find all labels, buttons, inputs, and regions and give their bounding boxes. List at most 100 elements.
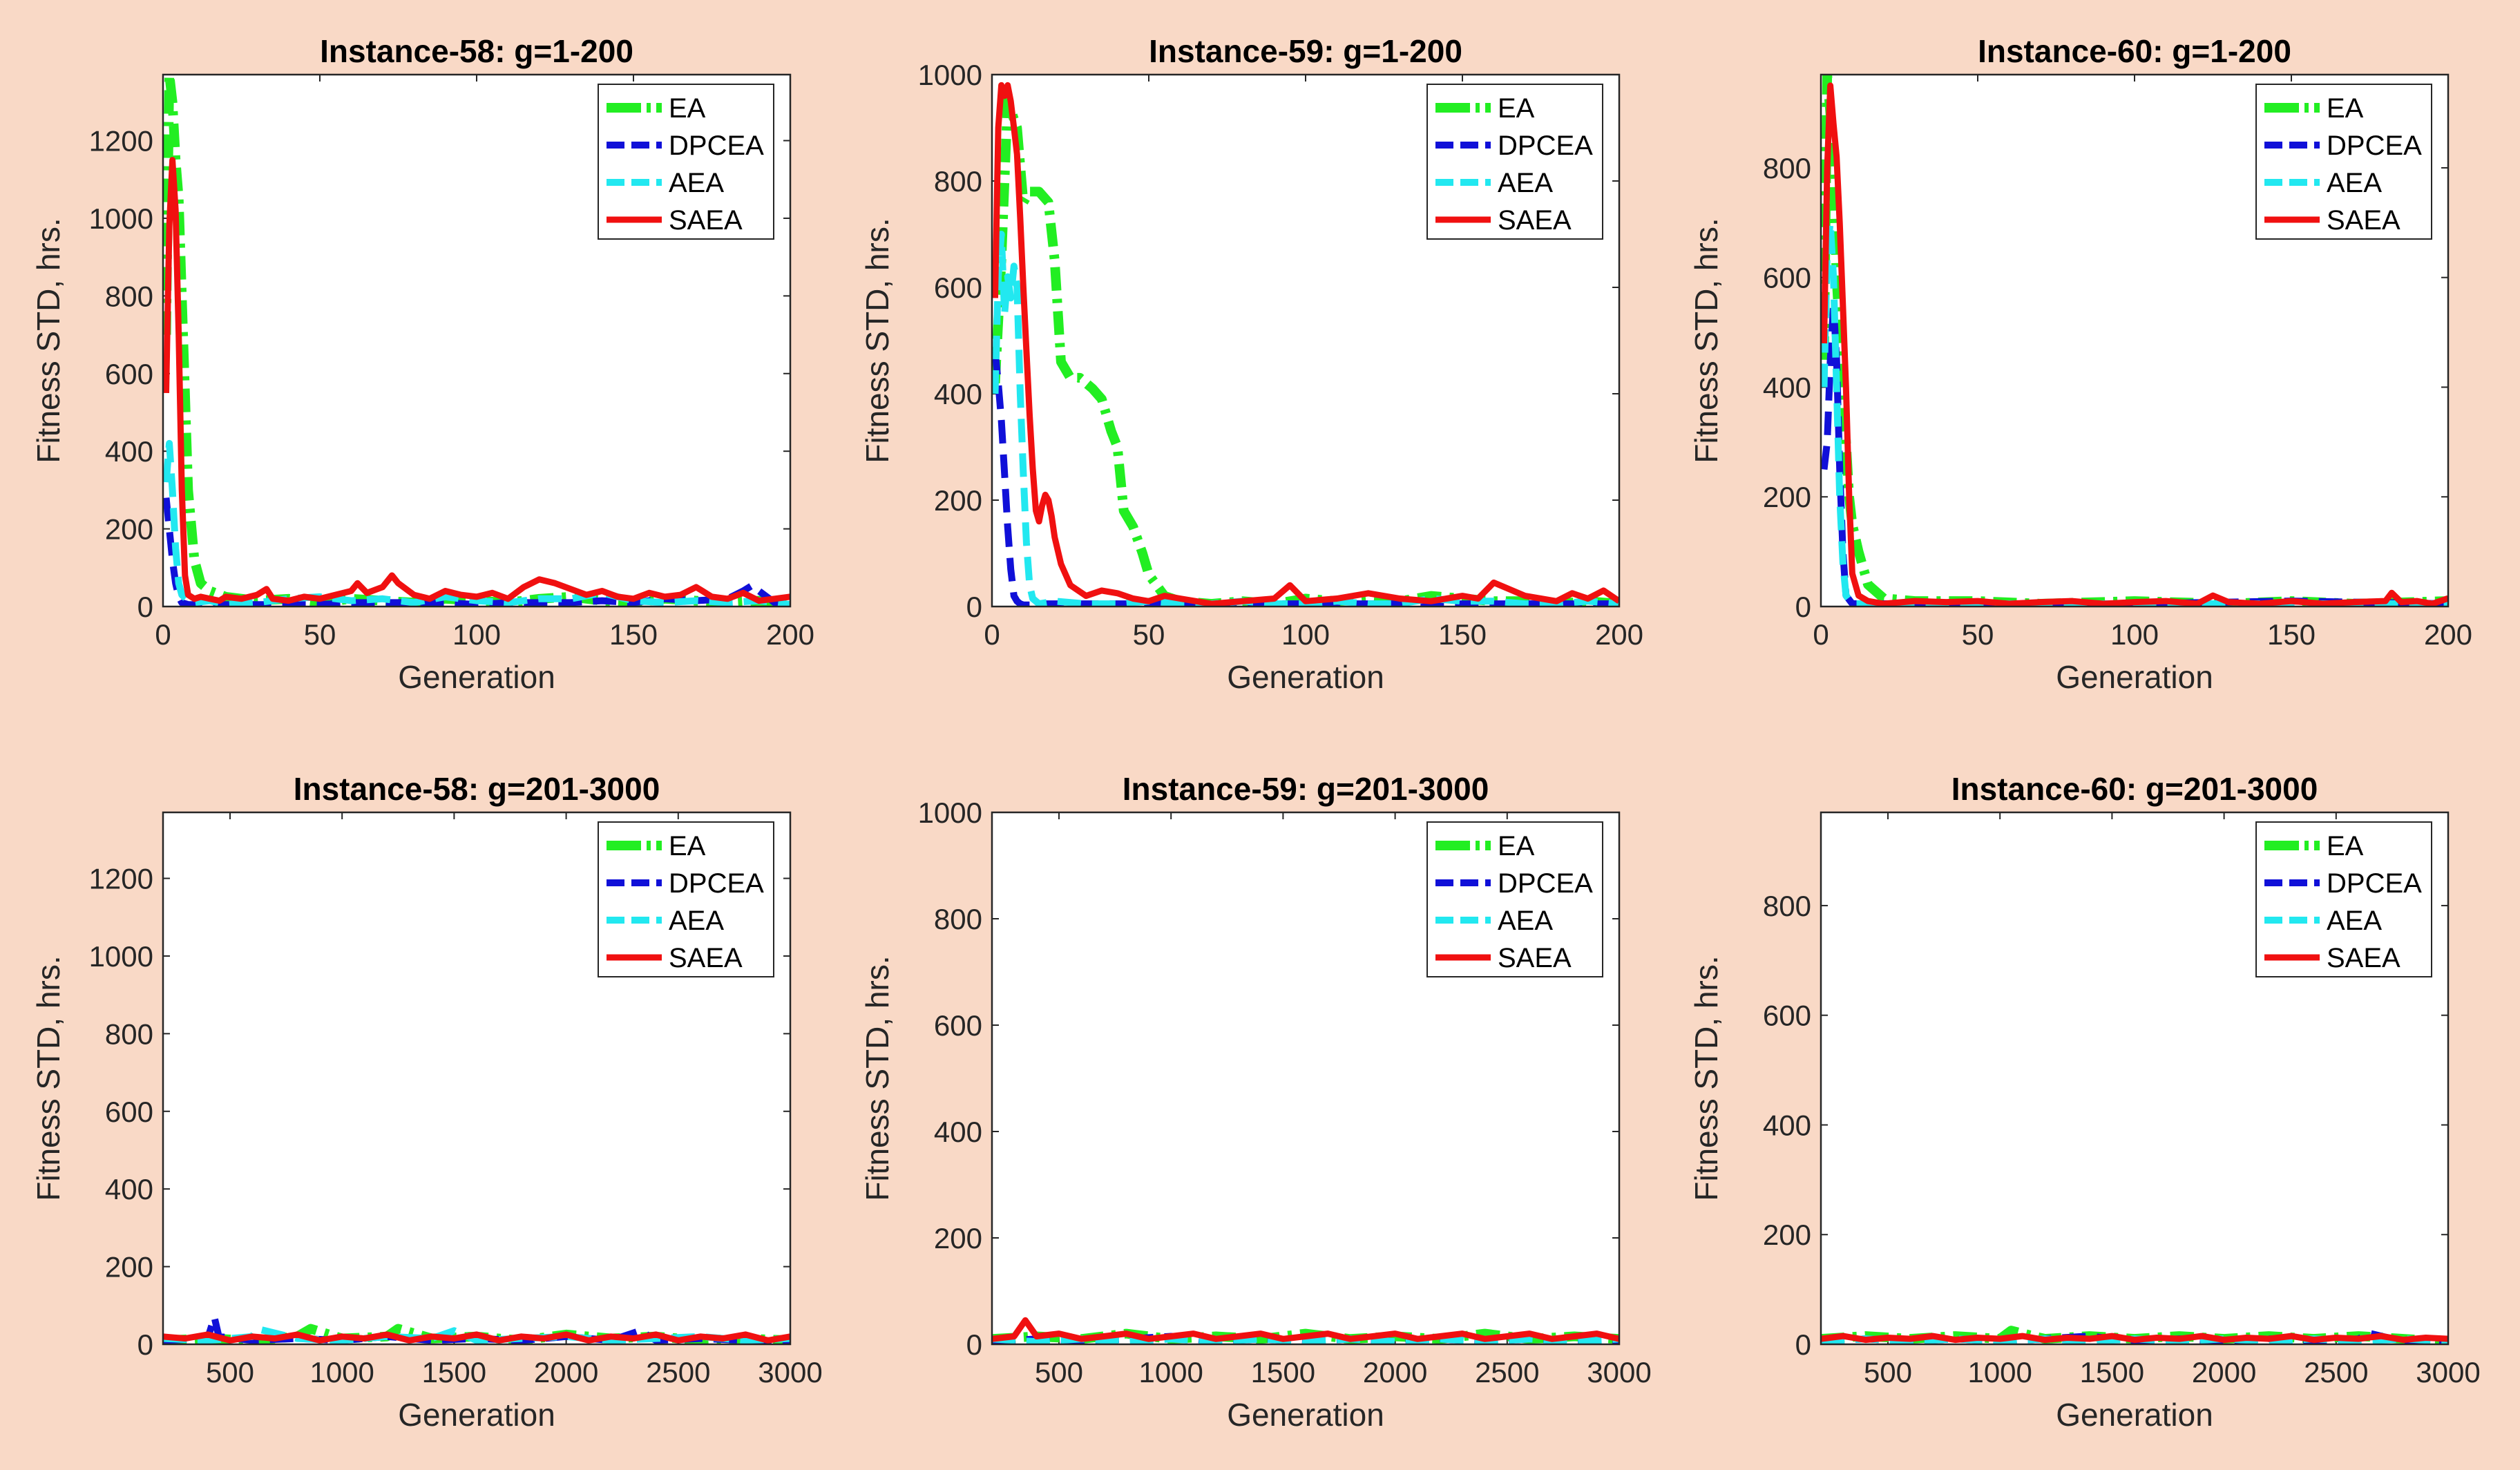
y-tick-label: 200 <box>105 1251 153 1283</box>
x-tick-label: 1500 <box>1251 1356 1315 1388</box>
x-tick-label: 200 <box>766 618 814 651</box>
x-tick-label: 2500 <box>646 1356 710 1388</box>
x-tick-label: 500 <box>1864 1356 1912 1388</box>
x-tick-label: 100 <box>2110 618 2159 651</box>
legend-label-ea: EA <box>1498 831 1535 861</box>
legend-label-dpcea: DPCEA <box>2327 868 2422 899</box>
legend-label-aea: AEA <box>669 168 724 198</box>
y-axis-label: Fitness STD, hrs. <box>859 218 895 463</box>
y-tick-label: 200 <box>1763 1219 1811 1251</box>
x-axis-label: Generation <box>1227 659 1384 695</box>
x-axis-label: Generation <box>1227 1397 1384 1433</box>
series-line-saea <box>992 82 1619 607</box>
legend-label-dpcea: DPCEA <box>2327 131 2422 161</box>
y-tick-label: 600 <box>934 271 982 304</box>
legend: EA DPCEA AEA SAEA <box>1426 821 1603 977</box>
x-axis-label: Generation <box>398 659 555 695</box>
legend-label-saea: SAEA <box>1498 205 1572 236</box>
x-axis-label: Generation <box>2056 1397 2213 1433</box>
y-axis-label: Fitness STD, hrs. <box>859 955 895 1201</box>
chart-panel: 500 1000 1500 2000 2500 3000 0 200 400 600 800 Inst… <box>1688 771 2481 1433</box>
x-tick-label: 100 <box>1281 618 1330 651</box>
chart-title: Instance-60: g=201-3000 <box>1951 771 2318 807</box>
x-tick-label: 1500 <box>2080 1356 2144 1388</box>
chart-title: Instance-59: g=201-3000 <box>1123 771 1489 807</box>
chart-title: Instance-60: g=1-200 <box>1978 33 2291 69</box>
x-tick-label: 200 <box>2424 618 2472 651</box>
y-tick-label: 600 <box>1763 262 1811 294</box>
series-group <box>1821 75 2448 607</box>
chart-panel: 500 1000 1500 2000 2500 3000 0 200 400 600 800 1000… <box>859 771 1652 1433</box>
series-line-saea <box>163 157 790 604</box>
plot-frame <box>162 811 792 1346</box>
series-line-ea <box>1821 75 2448 607</box>
x-tick-label: 2000 <box>534 1356 598 1388</box>
x-tick-label: 1000 <box>1138 1356 1203 1388</box>
series-group <box>1821 1326 2448 1344</box>
y-tick-label: 800 <box>105 1018 153 1050</box>
y-tick-label: 1000 <box>918 59 982 91</box>
x-tick-label: 150 <box>2267 618 2316 651</box>
x-tick-label: 2000 <box>2192 1356 2256 1388</box>
series-group <box>163 1313 790 1344</box>
y-tick-label: 600 <box>934 1009 982 1042</box>
y-tick-label: 200 <box>105 513 153 546</box>
legend: EA DPCEA AEA SAEA <box>598 821 774 977</box>
y-tick-label: 400 <box>105 1173 153 1205</box>
y-tick-label: 1200 <box>89 125 153 158</box>
y-tick-label: 1200 <box>89 863 153 895</box>
y-tick-label: 600 <box>105 358 153 390</box>
legend: EA DPCEA AEA SAEA <box>2255 84 2432 240</box>
y-axis-label: Fitness STD, hrs. <box>1688 955 1724 1201</box>
y-tick-label: 200 <box>1763 481 1811 513</box>
series-line-aea <box>163 439 790 607</box>
series-line-saea <box>1821 82 2448 607</box>
series-line-dpcea <box>163 497 790 607</box>
x-tick-label: 2500 <box>1475 1356 1539 1388</box>
plot-frame <box>991 811 1621 1346</box>
legend: EA DPCEA AEA SAEA <box>598 84 774 240</box>
y-tick-label: 800 <box>934 903 982 935</box>
series-group <box>992 1317 1619 1344</box>
legend-label-aea: AEA <box>1498 906 1553 936</box>
legend: EA DPCEA AEA SAEA <box>1426 84 1603 240</box>
y-tick-label: 600 <box>105 1096 153 1128</box>
legend-label-aea: AEA <box>2327 168 2382 198</box>
chart-panel: 0 50 100 150 200 0 200 400 600 800 1000 1200 Instanc… <box>30 33 814 695</box>
chart-panel: 0 50 100 150 200 0 200 400 600 800 Instance-60: g=… <box>1688 33 2472 695</box>
legend-label-dpcea: DPCEA <box>669 868 764 899</box>
plot-frame <box>162 73 792 608</box>
legend-label-saea: SAEA <box>1498 943 1572 973</box>
y-tick-label: 400 <box>105 435 153 468</box>
y-tick-label: 800 <box>934 165 982 198</box>
legend-label-saea: SAEA <box>669 205 743 236</box>
y-tick-label: 800 <box>1763 890 1811 922</box>
y-tick-label: 1000 <box>918 796 982 829</box>
x-axis-label: Generation <box>2056 659 2213 695</box>
y-axis-label: Fitness STD, hrs. <box>30 955 66 1201</box>
chart-title: Instance-59: g=1-200 <box>1149 33 1462 69</box>
legend-label-ea: EA <box>2327 93 2364 124</box>
series-line-saea <box>1821 1333 2448 1344</box>
x-tick-label: 150 <box>609 618 658 651</box>
legend-label-saea: SAEA <box>2327 943 2400 973</box>
y-tick-label: 200 <box>934 1222 982 1254</box>
y-tick-label: 400 <box>934 1116 982 1148</box>
x-tick-label: 50 <box>1962 618 1994 651</box>
x-tick-label: 1500 <box>422 1356 486 1388</box>
legend-label-saea: SAEA <box>2327 205 2400 236</box>
y-tick-label: 0 <box>137 591 153 623</box>
series-line-aea <box>163 1325 790 1344</box>
legend: EA DPCEA AEA SAEA <box>2255 821 2432 977</box>
legend-label-dpcea: DPCEA <box>1498 131 1593 161</box>
x-tick-label: 500 <box>1035 1356 1083 1388</box>
chart-title: Instance-58: g=1-200 <box>320 33 633 69</box>
x-tick-label: 1000 <box>309 1356 374 1388</box>
legend-label-aea: AEA <box>2327 906 2382 936</box>
chart-panel: 500 1000 1500 2000 2500 3000 0 200 400 600 800 1000… <box>30 771 823 1433</box>
plot-frame <box>991 73 1621 608</box>
x-tick-label: 500 <box>206 1356 254 1388</box>
x-tick-label: 3000 <box>2416 1356 2480 1388</box>
y-tick-label: 200 <box>934 484 982 517</box>
